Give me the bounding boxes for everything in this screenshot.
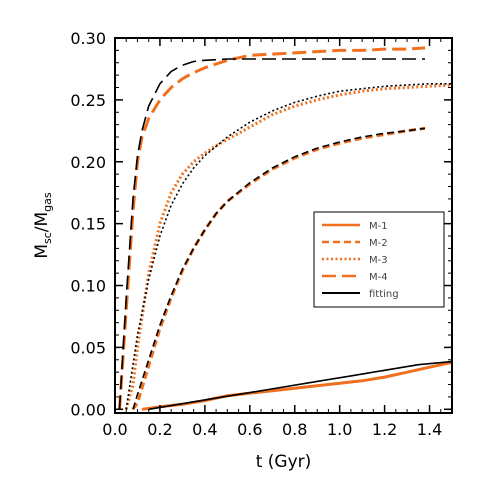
y-tick-label: 0.15 (70, 215, 106, 234)
x-tick-label: 1.2 (372, 420, 397, 439)
y-axis-title-sep: /M (32, 212, 52, 232)
legend-label-fitting: fitting (369, 289, 399, 300)
y-tick-label: 0.25 (70, 91, 106, 110)
series-layer (118, 46, 452, 411)
y-axis-title: Msc/Mgas (32, 192, 54, 259)
series-fit-longdash-line (118, 58, 425, 410)
y-tick-label: 0.05 (70, 338, 106, 357)
series-m-3-line (124, 83, 452, 410)
legend: M-1 M-2 M-3 M-4 fitting (313, 211, 445, 308)
series-m-4-line (118, 46, 426, 410)
x-tick-label: 0.0 (102, 420, 127, 439)
y-axis-title-main: M (32, 244, 52, 259)
y-axis-title-sub2: gas (41, 192, 54, 212)
y-tick-label: 0.10 (70, 277, 106, 296)
legend-label-m-2: M-2 (369, 238, 388, 249)
ticks-layer: 0.0 0.2 0.4 0.6 0.8 1.0 1.2 1.4 0.00 0.05 0.10 0.15… (70, 29, 453, 439)
x-tick-label: 0.4 (192, 420, 217, 439)
x-tick-label: 0.8 (282, 420, 307, 439)
x-tick-label: 0.2 (147, 420, 172, 439)
series-fitting-line (148, 360, 452, 411)
y-tick-label: 0.00 (70, 400, 106, 419)
y-axis-title-sub1: sc (41, 232, 54, 244)
x-tick-label: 1.0 (327, 420, 352, 439)
legend-label-m-4: M-4 (369, 272, 388, 283)
y-tick-label: 0.20 (70, 153, 106, 172)
x-axis-title: t (Gyr) (256, 452, 312, 472)
y-tick-label: 0.30 (70, 29, 106, 48)
series-fit-dotted-line (125, 83, 452, 410)
x-tick-label: 0.6 (237, 420, 262, 439)
series-fit-dashed-line (132, 127, 426, 410)
legend-label-m-1: M-1 (369, 221, 388, 232)
legend-label-m-3: M-3 (369, 255, 388, 266)
x-tick-label: 1.4 (417, 420, 442, 439)
